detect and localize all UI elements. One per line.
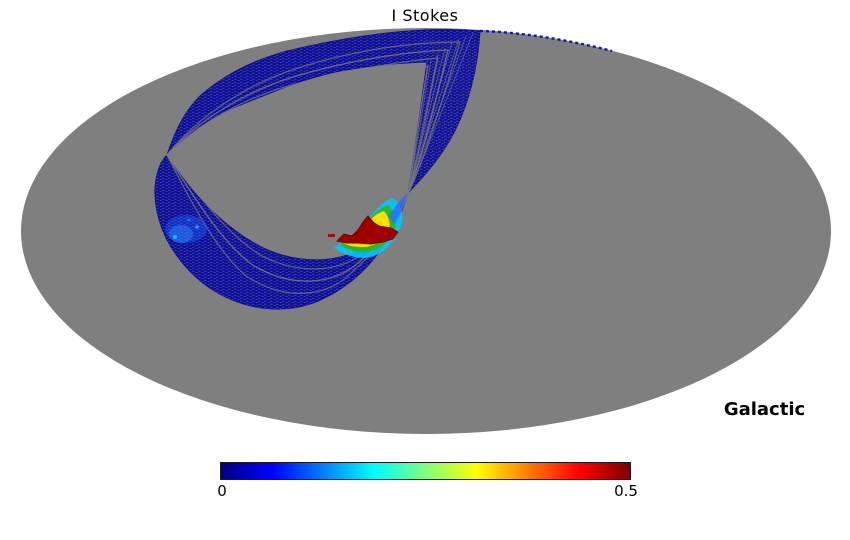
colorbar-gradient	[220, 462, 631, 480]
mollweide-map	[21, 28, 831, 434]
colorbar-max-label: 0.5	[614, 482, 638, 500]
top-rim-streak	[479, 29, 613, 53]
scan-fan-rays	[403, 32, 487, 192]
coordinate-system-label: Galactic	[723, 399, 806, 420]
hotspot	[328, 193, 408, 258]
faint-bright-patch	[165, 215, 207, 243]
colorbar-min-label: 0	[217, 482, 227, 500]
projection-sphere	[21, 28, 831, 434]
page-title: I Stokes	[391, 6, 459, 25]
